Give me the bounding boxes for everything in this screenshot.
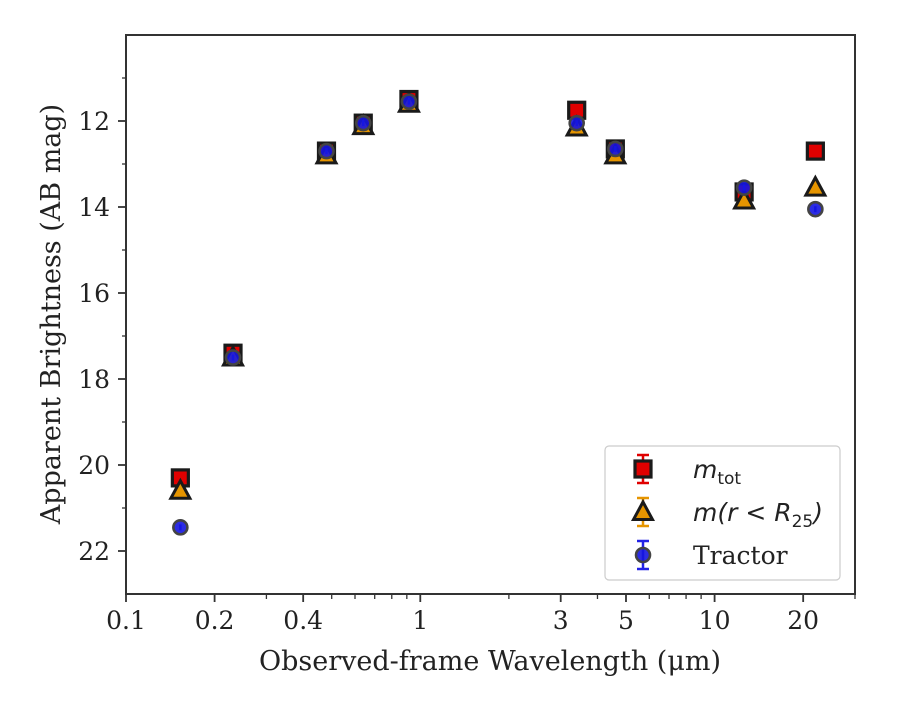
x-tick-label: 5	[618, 606, 634, 635]
x-tick-label: 0.4	[283, 606, 323, 635]
data-point	[168, 477, 193, 500]
data-point	[803, 174, 828, 197]
y-tick-label: 14	[78, 193, 110, 222]
data-point	[224, 349, 242, 366]
data-point	[807, 200, 824, 218]
data-point	[805, 141, 825, 161]
plot-frame	[125, 34, 856, 595]
y-tick-label: 12	[78, 107, 110, 136]
data-point	[735, 179, 753, 196]
y-tick-label: 22	[78, 537, 110, 566]
x-axis: 0.1 0.2 0.4 1 3 5 10 20	[106, 594, 856, 635]
series-triangle-points	[168, 90, 828, 500]
legend-box	[604, 445, 841, 581]
plot-layer	[168, 89, 828, 536]
data-point	[318, 142, 335, 160]
data-point	[568, 114, 586, 132]
x-tick-label: 0.1	[106, 606, 146, 635]
data-point	[607, 140, 624, 158]
x-tick-label: 0.2	[195, 606, 235, 635]
data-point	[354, 114, 372, 132]
y-axis: 12 14 16 18 20 22	[78, 77, 126, 566]
legend-marker	[634, 546, 652, 564]
x-tick-label: 3	[553, 606, 569, 635]
y-axis-label: Apparent Brightness (AB mag)	[36, 104, 67, 525]
x-tick-label: 1	[412, 606, 428, 635]
series-square-points	[170, 89, 825, 488]
legend-label: m(r < R25)	[693, 498, 823, 532]
legend-marker	[633, 459, 653, 479]
data-point	[172, 519, 189, 536]
x-axis-label: Observed-frame Wavelength (μm)	[259, 646, 721, 677]
data-point	[400, 93, 418, 110]
legend-label: mtot	[693, 455, 741, 489]
y-tick-label: 18	[78, 365, 110, 394]
y-tick-label: 20	[78, 451, 110, 480]
y-tick-label: 16	[78, 279, 110, 308]
data-point	[732, 187, 757, 210]
x-tick-label: 10	[699, 606, 731, 635]
series-circle-points	[172, 93, 824, 536]
legend-marker	[630, 498, 656, 521]
legend-label: Tractor	[693, 541, 788, 570]
legend: mtot m(r < R25) Tractor	[604, 445, 841, 581]
x-tick-label: 20	[787, 606, 819, 635]
